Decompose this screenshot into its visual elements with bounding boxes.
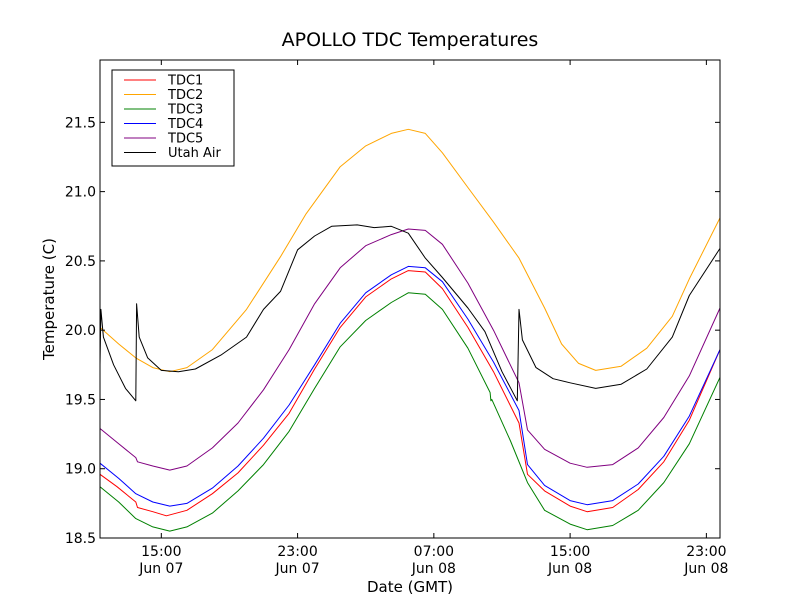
legend-item-tdc4: TDC4 bbox=[124, 117, 203, 132]
legend-label: Utah Air bbox=[168, 146, 221, 161]
series-line-tdc4 bbox=[99, 265, 721, 507]
x-tick-label-time: 23:00 bbox=[686, 544, 726, 560]
series-line-utah-air bbox=[99, 224, 721, 402]
series-line-tdc1 bbox=[99, 270, 721, 517]
series-line-tdc3 bbox=[99, 292, 721, 532]
x-tick-label-time: 15:00 bbox=[141, 544, 181, 560]
chart-title: APOLLO TDC Temperatures bbox=[282, 29, 539, 51]
x-tick-label-date: Jun 08 bbox=[683, 561, 728, 577]
legend-item-tdc3: TDC3 bbox=[124, 103, 203, 118]
y-tick-label: 21.5 bbox=[65, 115, 96, 131]
legend-label: TDC5 bbox=[167, 132, 203, 147]
series-layer bbox=[99, 128, 721, 532]
legend-item-tdc1: TDC1 bbox=[124, 74, 203, 89]
legend-item-tdc5: TDC5 bbox=[124, 132, 203, 147]
legend-item-tdc2: TDC2 bbox=[124, 88, 203, 103]
legend-label: TDC2 bbox=[167, 88, 203, 103]
x-axis-label: Date (GMT) bbox=[367, 578, 453, 596]
y-tick-label: 18.5 bbox=[65, 531, 96, 547]
x-tick-label-date: Jun 08 bbox=[547, 561, 592, 577]
series-line-tdc5 bbox=[99, 228, 721, 471]
legend-label: TDC4 bbox=[167, 117, 203, 132]
legend-label: TDC3 bbox=[167, 103, 203, 118]
x-tick-label-time: 07:00 bbox=[414, 544, 454, 560]
y-tick-label: 20.0 bbox=[65, 323, 96, 339]
x-tick-label-time: 15:00 bbox=[550, 544, 590, 560]
x-tick-label-date: Jun 07 bbox=[275, 561, 320, 577]
y-tick-label: 20.5 bbox=[65, 254, 96, 270]
legend-box bbox=[111, 69, 235, 167]
x-tick-label-time: 23:00 bbox=[277, 544, 317, 560]
y-axis: 18.5 19.0 19.5 20.0 20.5 21.0 21.5 bbox=[65, 115, 720, 547]
y-tick-label: 19.5 bbox=[65, 392, 96, 408]
y-tick-label: 21.0 bbox=[65, 185, 96, 201]
legend-label: TDC1 bbox=[167, 74, 203, 89]
series-line-tdc2 bbox=[99, 128, 721, 373]
plot-area-frame bbox=[99, 59, 721, 539]
x-tick-label-date: Jun 07 bbox=[138, 561, 183, 577]
y-tick-label: 19.0 bbox=[65, 462, 96, 478]
legend-item-utah-air: Utah Air bbox=[124, 146, 221, 161]
y-axis-label: Temperature (C) bbox=[40, 238, 58, 361]
x-tick-label-date: Jun 08 bbox=[411, 561, 456, 577]
